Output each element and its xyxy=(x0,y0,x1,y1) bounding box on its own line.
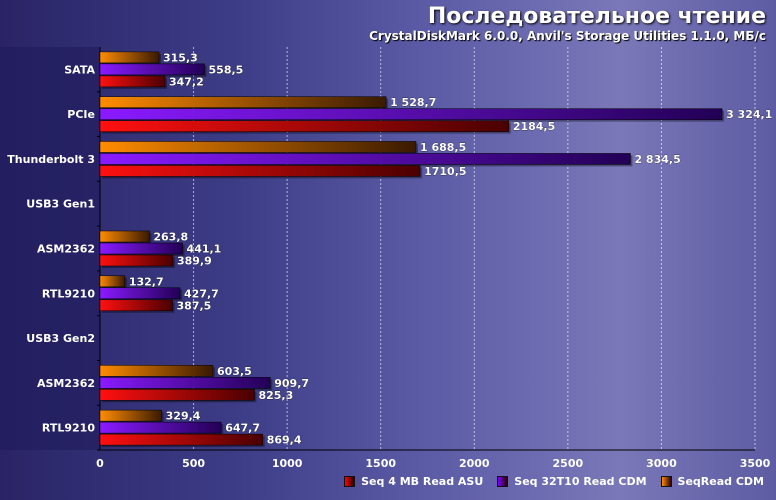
data-label: 558,5 xyxy=(209,63,244,76)
x-tick-label: 3000 xyxy=(646,457,677,470)
data-label: 909,7 xyxy=(274,377,309,390)
legend-swatch-seqread xyxy=(660,476,672,487)
legend-item-seqread: SeqRead CDM xyxy=(660,475,764,488)
bar xyxy=(99,108,723,120)
bar xyxy=(99,141,417,153)
legend-label-32t10: Seq 32T10 Read CDM xyxy=(514,475,647,488)
data-label: 263,8 xyxy=(153,231,188,244)
data-label: 1710,5 xyxy=(424,165,466,178)
category-label: ASM2362 xyxy=(37,243,95,256)
data-label: 647,7 xyxy=(225,422,260,435)
legend-item-32t10: Seq 32T10 Read CDM xyxy=(497,475,647,488)
bar xyxy=(99,153,631,165)
bar xyxy=(99,433,263,446)
category-label: USB3 Gen2 xyxy=(26,332,95,345)
data-label: 603,5 xyxy=(217,365,252,378)
data-label: 1 688,5 xyxy=(420,141,466,154)
x-tick-label: 1500 xyxy=(365,457,396,470)
bar xyxy=(99,287,181,300)
bar xyxy=(99,365,214,377)
bar xyxy=(99,242,183,255)
legend: Seq 4 MB Read ASU Seq 32T10 Read CDM Seq… xyxy=(344,475,764,488)
category-label: USB3 Gen1 xyxy=(26,198,95,211)
data-label: 315,3 xyxy=(163,51,198,64)
bar xyxy=(99,120,510,132)
legend-item-asu: Seq 4 MB Read ASU xyxy=(344,475,483,488)
chart-title: Последовательное чтение xyxy=(427,4,766,29)
legend-label-seqread: SeqRead CDM xyxy=(677,475,764,488)
x-tick-label: 500 xyxy=(182,457,205,470)
data-label: 2184,5 xyxy=(513,120,555,133)
data-label: 3 324,1 xyxy=(726,108,772,121)
category-label: PCIe xyxy=(67,108,95,121)
category-label: RTL9210 xyxy=(42,287,95,300)
x-tick-label: 3500 xyxy=(740,457,771,470)
data-label: 441,1 xyxy=(187,243,222,256)
legend-label-asu: Seq 4 MB Read ASU xyxy=(361,475,484,488)
data-label: 132,7 xyxy=(129,275,164,288)
bar xyxy=(99,96,387,108)
category-label: SATA xyxy=(64,63,95,76)
bar xyxy=(99,75,166,88)
bar xyxy=(99,389,255,401)
x-tick-label: 2000 xyxy=(459,457,490,470)
data-label: 825,3 xyxy=(258,389,293,402)
x-tick-label: 1000 xyxy=(272,457,303,470)
legend-swatch-32t10 xyxy=(497,476,509,487)
bar xyxy=(99,230,150,243)
chart-subtitle: CrystalDiskMark 6.0.0, Anvil's Storage U… xyxy=(369,29,766,43)
bar xyxy=(99,299,173,312)
data-label: 869,4 xyxy=(267,434,302,447)
bar xyxy=(99,377,271,389)
data-label: 427,7 xyxy=(184,287,219,300)
bar xyxy=(99,165,421,177)
data-label: 2 834,5 xyxy=(634,153,680,166)
x-tick-label: 0 xyxy=(96,457,104,470)
category-label: RTL9210 xyxy=(42,422,95,435)
category-label: Thunderbolt 3 xyxy=(7,153,95,166)
data-label: 347,2 xyxy=(169,75,204,88)
data-label: 387,5 xyxy=(177,299,212,312)
bar xyxy=(99,51,160,64)
bar xyxy=(99,254,174,267)
category-label: ASM2362 xyxy=(37,377,95,390)
x-tick-label: 2500 xyxy=(553,457,584,470)
data-label: 1 528,7 xyxy=(390,96,436,109)
data-label: 329,4 xyxy=(166,410,201,423)
data-label: 389,9 xyxy=(177,255,212,268)
bar xyxy=(99,275,126,288)
category-axis-band xyxy=(0,47,100,450)
bar xyxy=(99,421,222,434)
legend-swatch-asu xyxy=(344,476,356,487)
bar xyxy=(99,409,162,422)
bar xyxy=(99,63,205,76)
